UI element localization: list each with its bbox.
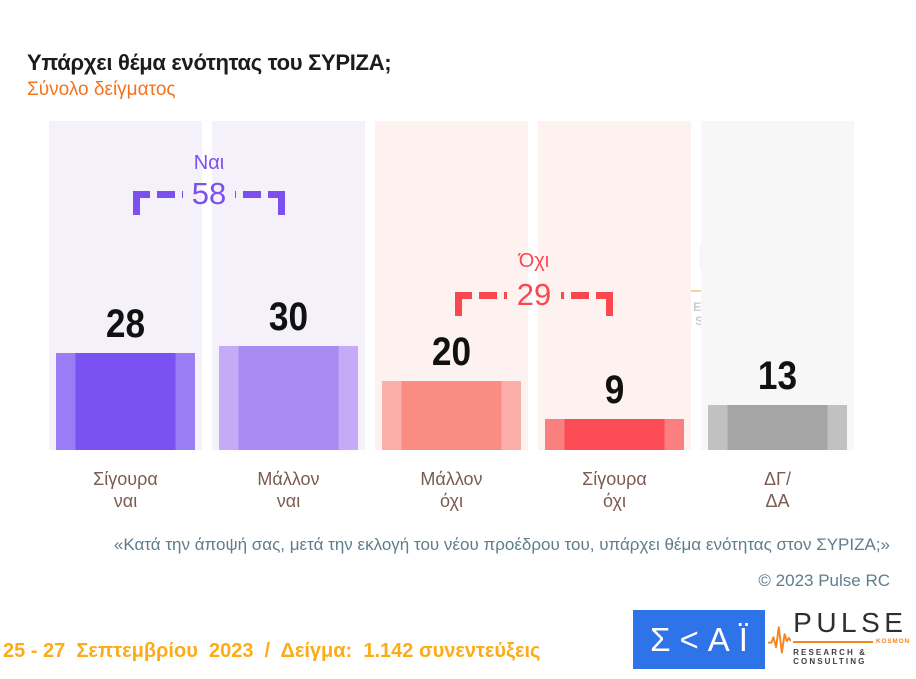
bar-column-mallon-nai: 30 <box>212 121 365 450</box>
bar <box>708 405 847 450</box>
category-axis: Σίγουρα ναι Μάλλον ναι Μάλλον όχι Σίγουρ… <box>49 468 854 512</box>
value-label: 13 <box>757 354 798 398</box>
value-label: 9 <box>604 368 625 412</box>
bar <box>545 419 684 450</box>
fieldwork-details: 25 - 27 Σεπτεμβρίου 2023 / Δείγμα: 1.142… <box>3 640 541 662</box>
pulse-logo-tag: KOSMON <box>875 638 910 645</box>
copyright-note: © 2023 Pulse RC <box>758 571 890 590</box>
bar-column-dg-da: 13 <box>701 121 854 450</box>
category-label: Μάλλον όχι <box>420 469 483 511</box>
bar-chart: 28 30 20 9 13 <box>49 121 854 450</box>
bracket-icon <box>133 191 285 215</box>
group-bracket-oxi: Όχι 29 <box>455 249 613 316</box>
bar-column-mallon-oxi: 20 <box>375 121 528 450</box>
page-title: Υπάρχει θέμα ενότητας του ΣΥΡΙΖΑ; <box>27 50 392 75</box>
bar <box>219 346 358 450</box>
bar <box>56 353 195 450</box>
category-label: Μάλλον ναι <box>257 469 320 511</box>
heartbeat-icon <box>768 626 792 654</box>
pulse-logo-rule <box>793 640 873 643</box>
pulse-logo-subtext: RESEARCH & CONSULTING <box>793 648 868 666</box>
category-label: Σίγουρα ναι <box>93 469 158 511</box>
value-label: 28 <box>105 302 146 346</box>
group-value: 58 <box>191 176 227 211</box>
bar-column-sigoura-nai: 28 <box>49 121 202 450</box>
value-label: 30 <box>268 295 309 339</box>
group-value: 29 <box>516 277 552 312</box>
bar <box>382 381 521 450</box>
pulse-logo-name: PULSE <box>793 607 908 638</box>
category-label: Σίγουρα όχι <box>582 469 647 511</box>
category-label: ΔΓ/ ΔΑ <box>764 469 791 511</box>
value-label: 20 <box>431 330 472 374</box>
skai-logo: Σ<ΑΪ <box>633 610 765 669</box>
pulse-logo: PULSE KOSMON RESEARCH & CONSULTING <box>768 608 910 666</box>
group-label: Όχι <box>518 250 550 272</box>
group-bracket-nai: Ναι 58 <box>133 151 285 215</box>
page-subtitle: Σύνολο δείγματος <box>27 79 176 100</box>
survey-question-quote: «Κατά την άποψή σας, μετά την εκλογή του… <box>113 535 890 554</box>
group-label: Ναι <box>193 152 225 174</box>
bracket-icon <box>455 292 613 316</box>
bar-column-sigoura-oxi: 9 <box>538 121 691 450</box>
